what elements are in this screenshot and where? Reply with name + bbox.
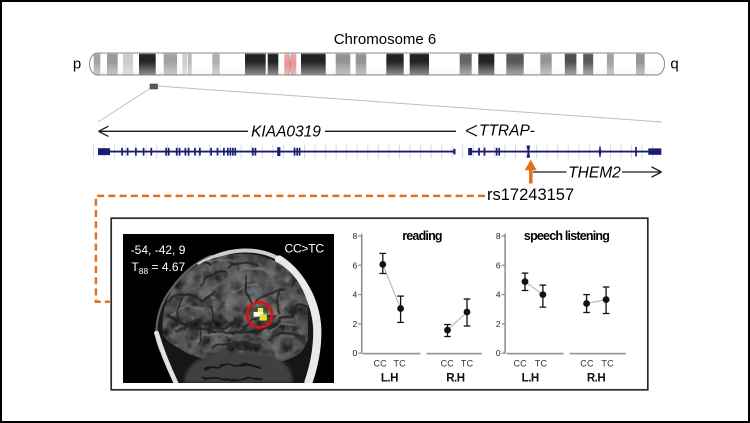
svg-text:TC: TC <box>601 359 614 369</box>
svg-text:-54, -42, 9: -54, -42, 9 <box>131 243 186 257</box>
svg-text:CC: CC <box>373 359 387 369</box>
svg-text:p: p <box>73 56 81 73</box>
svg-text:0: 0 <box>352 348 357 358</box>
svg-text:TC: TC <box>535 359 548 369</box>
svg-text:Chromosome 6: Chromosome 6 <box>334 31 437 48</box>
svg-text:speech listening: speech listening <box>524 229 609 243</box>
svg-text:6: 6 <box>496 260 501 270</box>
svg-text:4: 4 <box>352 290 357 300</box>
svg-text:TC: TC <box>461 359 474 369</box>
svg-text:L.H: L.H <box>522 373 539 385</box>
svg-text:THEM2: THEM2 <box>568 165 621 182</box>
svg-text:CC: CC <box>580 359 594 369</box>
svg-text:KIAA0319: KIAA0319 <box>251 124 321 141</box>
svg-text:q: q <box>670 56 678 73</box>
svg-text:TTRAP-: TTRAP- <box>479 123 535 140</box>
svg-text:2: 2 <box>352 319 357 329</box>
svg-text:6: 6 <box>352 260 357 270</box>
svg-text:8: 8 <box>352 231 357 241</box>
svg-text:4: 4 <box>496 290 501 300</box>
svg-text:CC: CC <box>441 359 455 369</box>
svg-text:R.H: R.H <box>446 373 465 385</box>
svg-text:CC>TC: CC>TC <box>285 242 325 256</box>
svg-text:L.H: L.H <box>381 373 398 385</box>
svg-text:TC: TC <box>393 359 406 369</box>
svg-text:8: 8 <box>496 231 501 241</box>
svg-text:CC: CC <box>513 359 527 369</box>
svg-text:rs17243157: rs17243157 <box>487 186 574 204</box>
svg-text:2: 2 <box>496 319 501 329</box>
svg-text:R.H: R.H <box>587 373 606 385</box>
svg-text:reading: reading <box>402 229 442 243</box>
svg-text:0: 0 <box>496 348 501 358</box>
